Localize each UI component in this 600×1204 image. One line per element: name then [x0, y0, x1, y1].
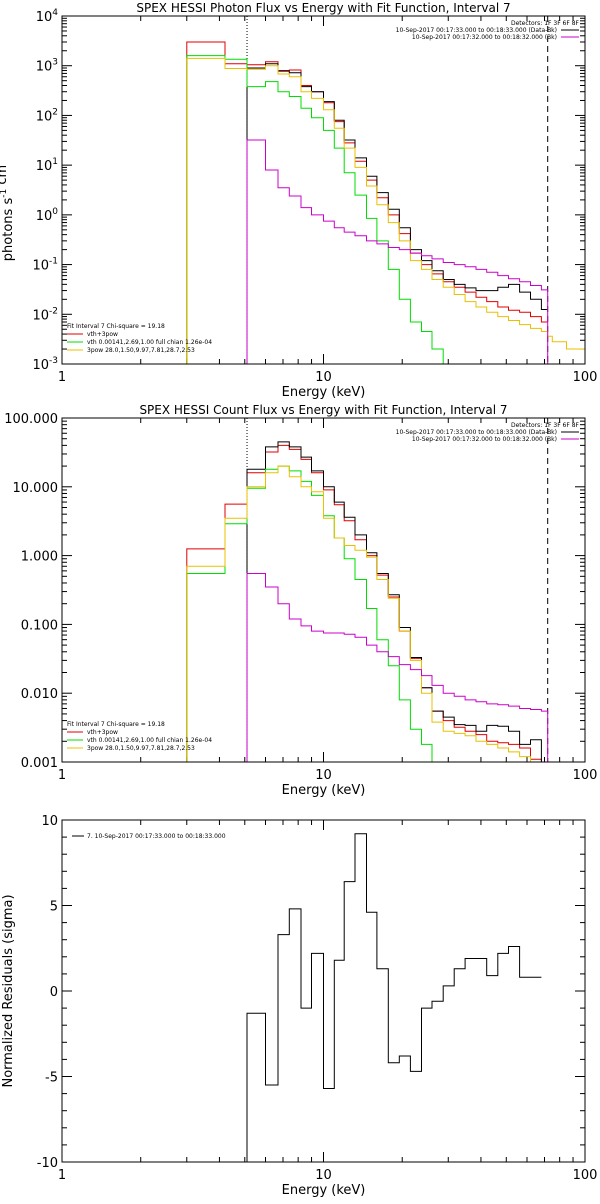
x-tick-label: 1	[58, 1168, 66, 1183]
legend-component: vth+3pow	[87, 331, 118, 338]
y-tick-label-base: 10	[36, 209, 53, 224]
y-tick-label: 100	[36, 207, 59, 224]
legend-interval: 10-Sep-2017 00:17:33.000 to 00:18:33.000…	[396, 429, 557, 436]
y-tick-label: 1.000	[21, 550, 58, 565]
y-axis-label-exp: -2	[0, 156, 3, 165]
y-tick-label-base: 10	[36, 109, 53, 124]
legend-fit-info: Fit Interval 7 Chi-square = 19.18	[67, 323, 165, 330]
legend-fit-info: Fit Interval 7 Chi-square = 19.18	[67, 721, 165, 728]
x-tick-label: 1	[58, 768, 66, 783]
series-group	[246, 833, 542, 1162]
y-tick-label: 10-2	[32, 306, 58, 323]
y-tick-label-base: 10	[32, 358, 49, 373]
series-group	[186, 441, 549, 762]
plot-frame	[61, 417, 586, 763]
series-line-1	[186, 41, 548, 364]
x-tick-label: 1	[58, 370, 66, 385]
y-tick-label: 0.001	[21, 756, 58, 771]
y-tick-label: 102	[36, 107, 58, 124]
y-tick-label-base: 10	[36, 60, 53, 75]
plot-frame	[61, 15, 586, 365]
x-axis-label: Energy (keV)	[282, 385, 366, 400]
series-line-2	[246, 441, 548, 762]
y-tick-label: 103	[36, 58, 58, 75]
y-tick-label: 104	[36, 8, 59, 25]
y-tick-label: 100.000	[4, 412, 58, 427]
series-group	[186, 41, 585, 364]
chart-title: SPEX HESSI Photon Flux vs Energy with Fi…	[136, 1, 510, 15]
y-axis-label-part: keV	[0, 128, 4, 156]
x-axis-label: Energy (keV)	[282, 783, 366, 798]
y-tick-label-exp: -1	[49, 257, 58, 267]
y-tick-label: 10-1	[32, 257, 58, 274]
legend-component: 3pow 28.0,1.50,9.97,7.81,28.7,2.53	[87, 745, 195, 752]
y-tick-label: 10-3	[32, 356, 58, 373]
panel-1: SPEX HESSI Photon Flux vs Energy with Fi…	[0, 1, 597, 400]
y-tick-label-exp: 2	[52, 107, 58, 117]
y-tick-label: 10.000	[13, 481, 59, 496]
y-tick-label: 0.010	[21, 687, 58, 702]
y-tick-label-exp: -3	[49, 356, 58, 366]
legend-component: vth 0.00141,2.69,1.00 full chian 1.26e-0…	[87, 737, 212, 744]
y-tick-label-base: 10	[36, 10, 53, 25]
legend-interval: 10-Sep-2017 00:17:32.000 to 00:18:32.000…	[412, 436, 557, 443]
legend-detectors: Detectors: 1F 3F 6F 8F	[511, 422, 580, 429]
y-axis-label-part: photons	[1, 208, 16, 261]
legend-interval: 10-Sep-2017 00:17:32.000 to 00:18:32.000…	[412, 34, 557, 41]
panel-2: SPEX HESSI Count Flux vs Energy with Fit…	[4, 403, 597, 798]
x-tick-label: 10	[315, 1168, 332, 1183]
series-line-3	[186, 55, 444, 364]
legend-detectors: Detectors: 1F 3F 6F 8F	[511, 20, 580, 27]
y-tick-label-exp: 1	[52, 157, 58, 167]
chart-title: SPEX HESSI Count Flux vs Energy with Fit…	[139, 403, 507, 417]
legend: 7. 10-Sep-2017 00:17:33.000 to 00:18:33.…	[72, 833, 226, 840]
y-tick-label: 0	[50, 985, 58, 1000]
y-axis-label-part: cm	[0, 165, 10, 189]
y-axis-label-part: s	[1, 198, 16, 209]
y-tick-label-exp: -2	[49, 306, 58, 316]
plot-frame	[61, 819, 586, 1163]
y-tick-label: -10	[37, 1156, 58, 1171]
y-axis-label-exp: -1	[0, 189, 9, 198]
series-line-4	[186, 465, 542, 762]
series-line-1	[186, 444, 542, 762]
series-line-1	[246, 833, 542, 1162]
legend-interval: 7. 10-Sep-2017 00:17:33.000 to 00:18:33.…	[87, 833, 226, 840]
x-tick-label: 10	[315, 370, 332, 385]
y-tick-label: 0.100	[21, 618, 58, 633]
x-tick-label: 100	[573, 370, 598, 385]
y-tick-label: -5	[45, 1071, 58, 1086]
y-tick-label-exp: 3	[52, 58, 58, 68]
y-tick-label-exp: 4	[52, 8, 58, 18]
y-tick-label-base: 10	[36, 159, 53, 174]
y-tick-label: 10	[41, 814, 58, 829]
y-tick-label-exp: 0	[52, 207, 58, 217]
legend-component: vth+3pow	[87, 729, 118, 736]
y-tick-label-base: 10	[32, 259, 49, 274]
x-axis-label: Energy (keV)	[282, 1183, 366, 1198]
series-line-3	[186, 465, 444, 762]
y-axis-label: Normalized Residuals (sigma)	[1, 894, 16, 1087]
panel-3: 1 10 100 Energy (keV) -10 -5 0 5 10 Normalized Re…	[1, 814, 597, 1198]
legend-component: 3pow 28.0,1.50,9.97,7.81,28.7,2.53	[87, 347, 195, 354]
x-tick-label: 100	[573, 768, 598, 783]
y-axis-label: photons s-1 cm-2 keV-1	[0, 119, 16, 261]
y-tick-label: 5	[50, 900, 58, 915]
series-line-5	[246, 139, 549, 364]
x-tick-label: 100	[573, 1168, 598, 1183]
legend-interval: 10-Sep-2017 00:17:33.000 to 00:18:33.000…	[396, 27, 557, 34]
series-line-4	[186, 57, 585, 364]
x-tick-label: 10	[315, 768, 332, 783]
y-tick-label-base: 10	[32, 308, 49, 323]
legend-component: vth 0.00141,2.69,1.00 full chian 1.26e-0…	[87, 339, 212, 346]
y-tick-label: 101	[36, 157, 58, 174]
series-line-5	[246, 573, 549, 762]
